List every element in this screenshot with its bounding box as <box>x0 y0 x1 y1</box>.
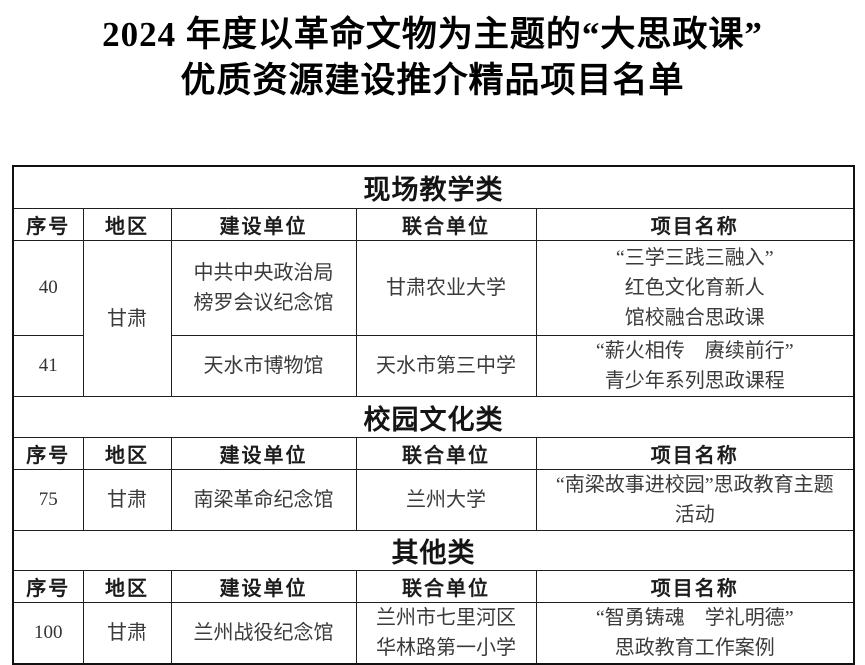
table-row: 100 甘肃 兰州战役纪念馆 兰州市七里河区 华林路第一小学 “智勇铸魂 学礼明… <box>12 602 855 665</box>
section-2-label: 校园文化类 <box>12 396 855 438</box>
column-header-partner: 联合单位 <box>355 208 537 241</box>
column-header-project: 项目名称 <box>535 437 855 470</box>
cell-serial: 40 <box>12 240 84 336</box>
cell-builder: 南梁革命纪念馆 <box>170 469 357 531</box>
page-title: 2024 年度以革命文物为主题的“大思政课” 优质资源建设推介精品项目名单 <box>0 12 865 104</box>
column-header-builder: 建设单位 <box>170 570 357 603</box>
column-header-serial: 序号 <box>12 437 84 470</box>
cell-project: “智勇铸魂 学礼明德” 思政教育工作案例 <box>535 602 855 665</box>
column-header-row: 序号 地区 建设单位 联合单位 项目名称 <box>12 570 855 603</box>
section-1-label: 现场教学类 <box>12 165 855 209</box>
table-row: 40 甘肃 中共中央政治局 榜罗会议纪念馆 甘肃农业大学 “三学三践三融入” 红… <box>12 240 855 397</box>
column-header-partner: 联合单位 <box>355 570 537 603</box>
cell-region: 甘肃 <box>82 240 172 397</box>
section-3-label: 其他类 <box>12 530 855 571</box>
cell-partner: 甘肃农业大学 <box>355 240 537 336</box>
column-header-project: 项目名称 <box>535 570 855 603</box>
cell-project: “薪火相传 赓续前行” 青少年系列思政课程 <box>535 335 855 397</box>
cell-partner: 兰州市七里河区 华林路第一小学 <box>355 602 537 665</box>
cell-partner: 天水市第三中学 <box>355 335 537 397</box>
table-row: 41 天水市博物馆 天水市第三中学 “薪火相传 赓续前行” 青少年系列思政课程 <box>12 335 855 397</box>
column-header-serial: 序号 <box>12 208 84 241</box>
section-header-row: 其他类 <box>12 530 855 571</box>
column-header-region: 地区 <box>82 570 172 603</box>
column-header-row: 序号 地区 建设单位 联合单位 项目名称 <box>12 208 855 241</box>
cell-builder: 中共中央政治局 榜罗会议纪念馆 <box>170 240 357 336</box>
cell-region: 甘肃 <box>82 469 172 531</box>
cell-partner: 兰州大学 <box>355 469 537 531</box>
cell-serial: 41 <box>12 335 84 397</box>
table-row: 75 甘肃 南梁革命纪念馆 兰州大学 “南梁故事进校园”思政教育主题 活动 <box>12 469 855 531</box>
cell-builder: 兰州战役纪念馆 <box>170 602 357 665</box>
cell-region: 甘肃 <box>82 602 172 665</box>
cell-serial: 100 <box>12 602 84 665</box>
column-header-region: 地区 <box>82 208 172 241</box>
column-header-partner: 联合单位 <box>355 437 537 470</box>
page-title-line-2: 优质资源建设推介精品项目名单 <box>180 61 685 100</box>
column-header-project: 项目名称 <box>535 208 855 241</box>
section-header-row: 校园文化类 <box>12 396 855 438</box>
cell-builder: 天水市博物馆 <box>170 335 357 397</box>
projects-table: 现场教学类 序号 地区 建设单位 联合单位 项目名称 40 甘肃 中共中央政治局… <box>12 165 855 665</box>
column-header-row: 序号 地区 建设单位 联合单位 项目名称 <box>12 437 855 470</box>
cell-project: “南梁故事进校园”思政教育主题 活动 <box>535 469 855 531</box>
column-header-builder: 建设单位 <box>170 208 357 241</box>
column-header-serial: 序号 <box>12 570 84 603</box>
column-header-builder: 建设单位 <box>170 437 357 470</box>
section-header-row: 现场教学类 <box>12 165 855 209</box>
page-title-line-1: 2024 年度以革命文物为主题的“大思政课” <box>102 15 763 54</box>
cell-project: “三学三践三融入” 红色文化育新人 馆校融合思政课 <box>535 240 855 336</box>
column-header-region: 地区 <box>82 437 172 470</box>
cell-serial: 75 <box>12 469 84 531</box>
